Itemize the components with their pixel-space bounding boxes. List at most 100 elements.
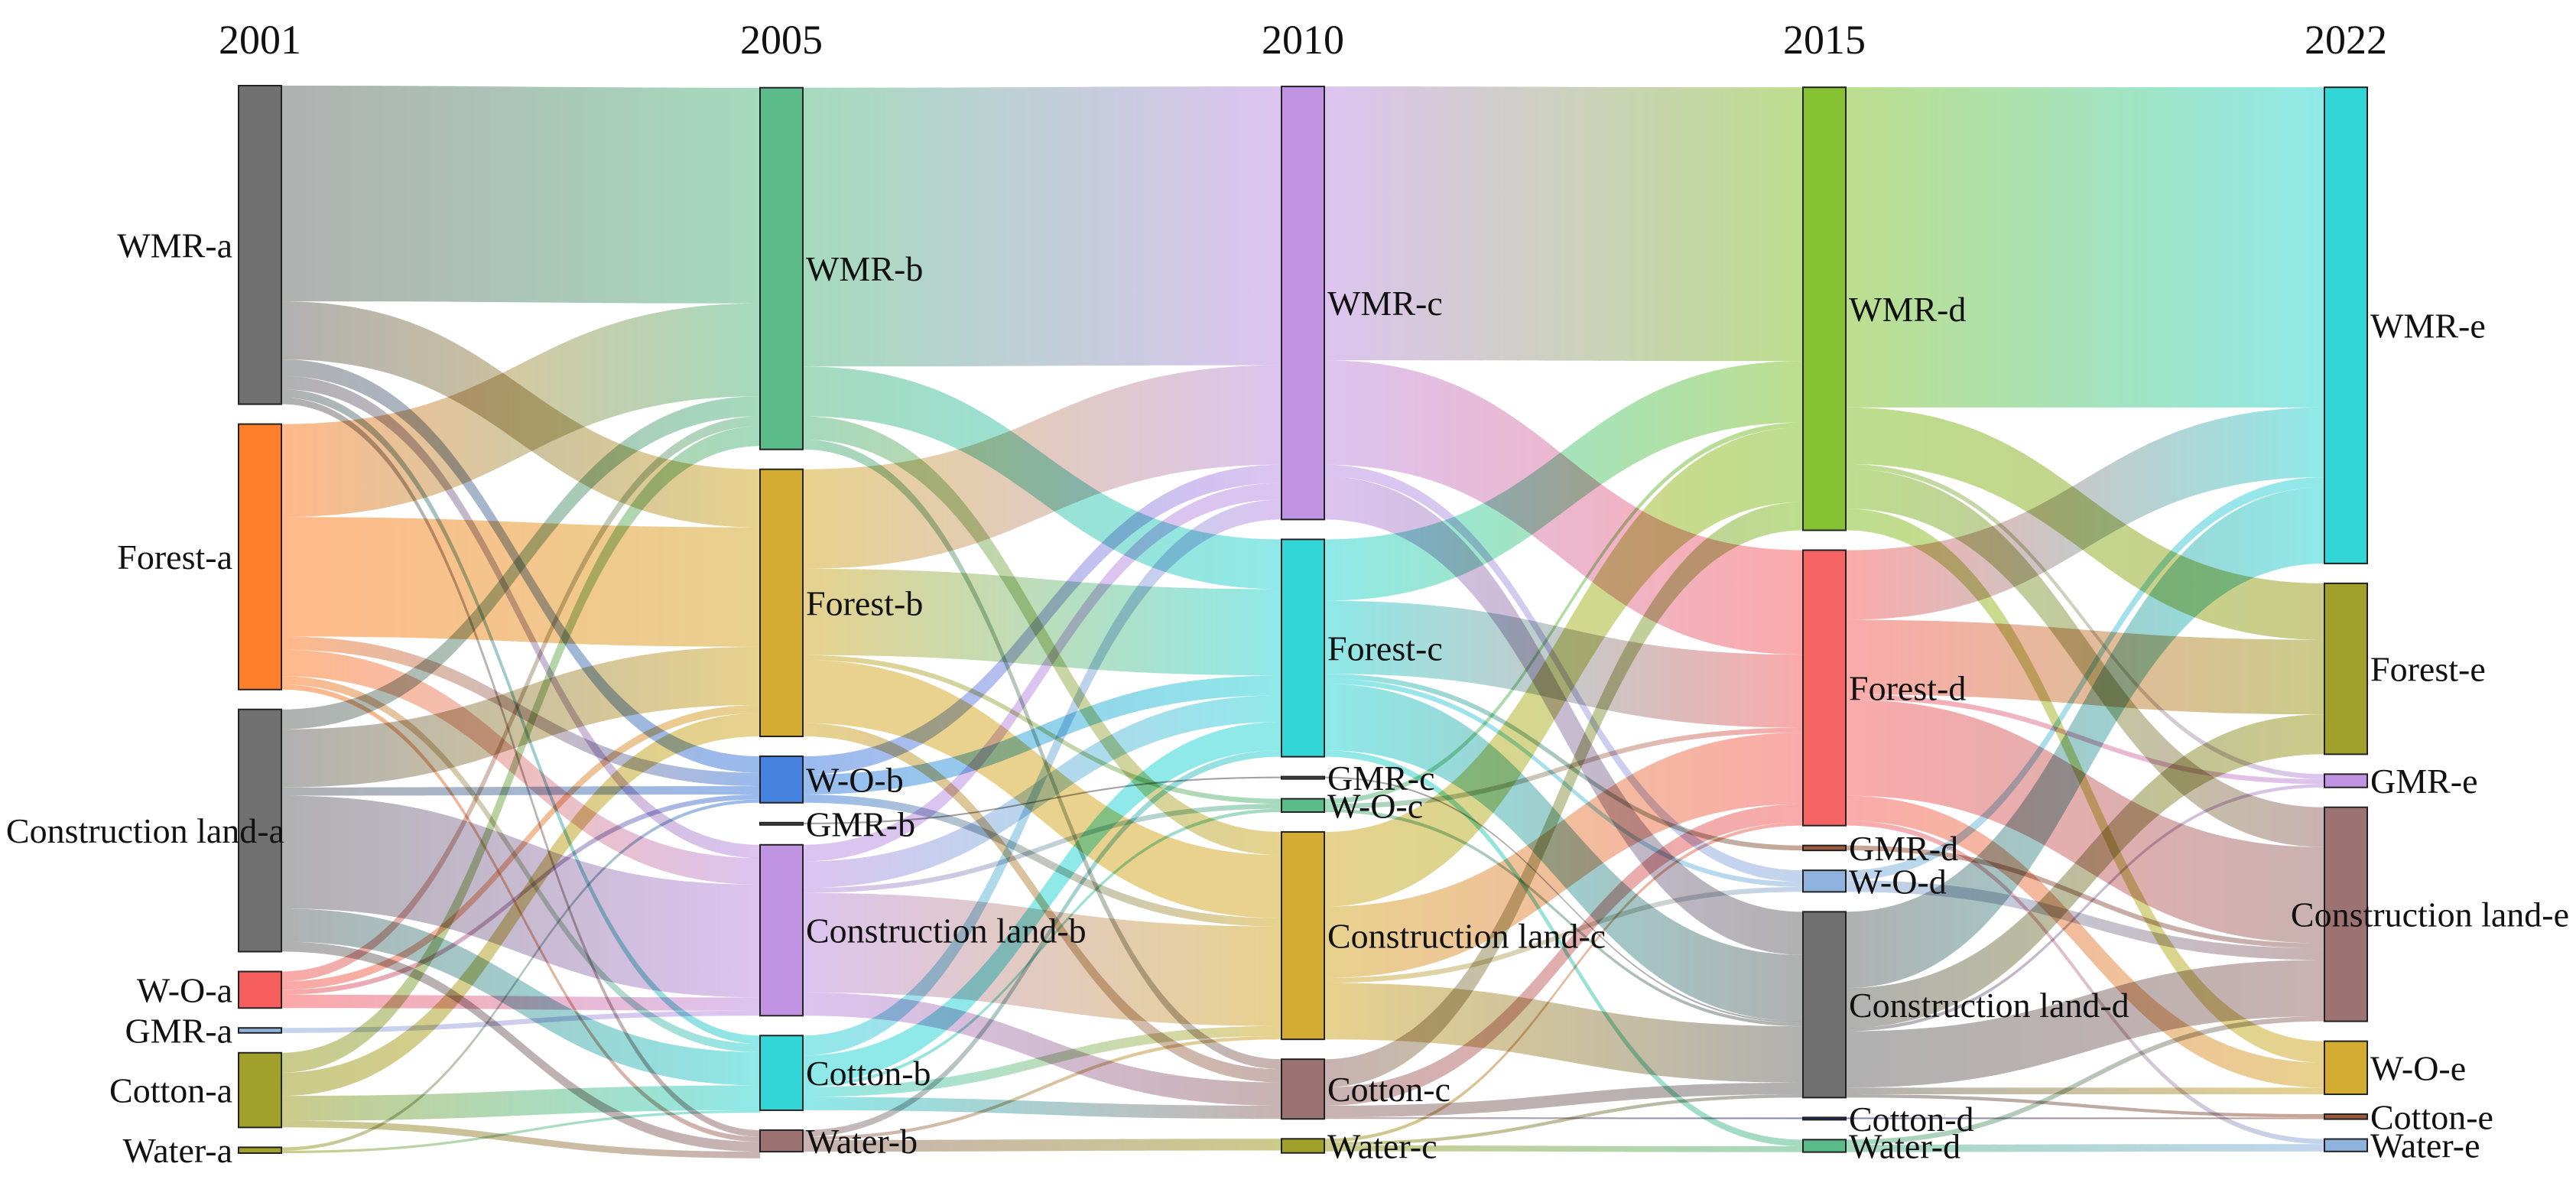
flow-Construction land-a-to-WMR-b [281,396,760,729]
label-GMR-a: GMR-a [125,1012,232,1051]
flow-Construction land-d-to-Forest-e [1846,714,2324,1028]
node-Forest-c [1281,538,1325,758]
flow-Forest-c-to-GMR-d [1324,674,1803,851]
flow-Construction land-d-to-GMR-e [1846,784,2324,1032]
flow-Construction land-a-to-Forest-b [281,646,760,788]
label-W-O-d: W-O-d [1849,862,1947,901]
node-Water-a [238,1146,282,1155]
flow-Forest-a-to-Construction land-b [281,649,760,885]
year-header-2005: 2005 [740,17,823,63]
label-WMR-d: WMR-d [1849,290,1966,329]
node-WMR-b [759,86,804,450]
label-Construction land-e: Construction land-e [2291,895,2569,934]
flow-W-O-d-to-Construction land-e [1846,880,2324,960]
label-WMR-c: WMR-c [1327,284,1443,323]
label-WMR-e: WMR-e [2370,307,2486,346]
node-WMR-c [1281,86,1325,521]
flow-WMR-b-to-WMR-c [803,86,1282,367]
label-Water-c: Water-c [1327,1127,1437,1166]
flow-Forest-d-to-Forest-e [1846,619,2324,715]
flow-WMR-c-to-Construction land-d [1324,476,1803,955]
flow-WMR-d-to-WMR-e [1846,87,2324,408]
node-W-O-d [1802,869,1847,893]
label-Construction land-b: Construction land-b [806,911,1087,950]
node-GMR-e [2324,773,2368,788]
label-WMR-b: WMR-b [806,249,923,288]
label-Water-b: Water-b [806,1122,918,1161]
flow-WMR-b-to-Cotton-c [803,439,1282,1070]
flow-Cotton-b-to-Cotton-c [803,1097,1282,1119]
node-Construction land-b [759,843,804,1017]
label-Construction land-a: Construction land-a [6,811,284,850]
flow-GMR-c-to-Construction land-d [1324,776,1803,1023]
node-Cotton-c [1281,1058,1325,1120]
flow-Forest-d-to-Water-e [1846,820,2324,1145]
flow-W-O-a-to-Construction land-b [281,994,760,1011]
flow-Construction land-a-to-W-O-b [281,786,760,796]
node-Water-c [1281,1138,1325,1154]
year-header-2010: 2010 [1262,17,1344,63]
flow-Water-c-to-Forest-d [1324,822,1803,1142]
node-Forest-b [759,468,804,738]
node-WMR-a [238,85,282,405]
flow-W-O-b-to-Forest-c [803,675,1282,794]
flow-W-O-c-to-Construction land-d [1324,808,1803,1027]
flow-Water-b-to-Water-c [803,1139,1282,1152]
flow-WMR-c-to-WMR-d [1324,86,1803,362]
flow-Water-d-to-Water-e [1846,1144,2324,1152]
label-W-O-b: W-O-b [806,760,904,799]
flow-Construction land-c-to-WMR-d [1324,427,1803,907]
flow-Cotton-b-to-WMR-c [803,499,1282,1056]
nodes-layer [238,85,2368,1155]
label-Forest-c: Forest-c [1327,629,1443,668]
year-header-2001: 2001 [219,17,301,63]
label-Construction land-c: Construction land-c [1327,917,1606,956]
label-Cotton-b: Cotton-b [806,1054,931,1093]
flow-Water-c-to-Water-d [1324,1145,1803,1152]
flow-Forest-d-to-Construction land-e [1846,699,2324,944]
flow-Cotton-b-to-W-O-c [803,808,1282,1087]
flow-Cotton-c-to-Forest-d [1324,804,1803,1106]
flow-Cotton-a-to-Water-b [281,1120,760,1158]
flow-W-O-c-to-WMR-d [1324,422,1803,804]
flow-W-O-c-to-Forest-d [1324,727,1803,809]
flow-Construction land-d-to-Construction land-e [1846,960,2324,1088]
flow-Cotton-d-to-Cotton-e [1846,1117,2324,1119]
node-Construction land-c [1281,830,1325,1041]
label-Cotton-a: Cotton-a [109,1071,232,1110]
flow-Water-d-to-Construction land-e [1846,1016,2324,1145]
flow-Construction land-b-to-Forest-c [803,695,1282,889]
label-Construction land-d: Construction land-d [1849,986,2129,1025]
node-Cotton-b [759,1035,804,1111]
label-GMR-c: GMR-c [1327,759,1435,798]
label-Forest-b: Forest-b [806,583,923,622]
label-Water-a: Water-a [123,1131,232,1170]
label-Cotton-c: Cotton-c [1327,1070,1450,1109]
flow-Cotton-c-to-Cotton-d [1324,1117,1803,1119]
node-Water-d [1802,1139,1847,1153]
label-Cotton-d: Cotton-d [1849,1100,1974,1139]
node-GMR-a [238,1027,282,1034]
label-Water-d: Water-d [1849,1127,1960,1166]
flow-Forest-b-to-WMR-c [803,365,1282,569]
flow-Water-b-to-Forest-c [803,749,1282,1137]
node-GMR-c [1281,775,1325,780]
flow-Construction land-c-to-Forest-d [1324,733,1803,978]
flow-Water-b-to-Construction land-c [803,1035,1282,1140]
flow-Construction land-b-to-W-O-c [803,804,1282,893]
flow-Forest-c-to-WMR-d [1324,361,1803,601]
flow-Construction land-c-to-W-O-d [1324,886,1803,983]
node-Cotton-e [2324,1113,2368,1120]
node-GMR-d [1802,844,1847,852]
flow-Construction land-d-to-Cotton-e [1846,1094,2324,1118]
flow-Water-a-to-W-O-b [281,799,760,1151]
year-header-2015: 2015 [1783,17,1866,63]
node-Forest-d [1802,549,1847,827]
node-W-O-c [1281,798,1325,813]
node-Cotton-a [238,1051,282,1129]
flow-W-O-b-to-WMR-c [803,464,1282,775]
node-WMR-e [2324,86,2368,564]
flow-WMR-d-to-GMR-e [1846,463,2324,779]
flow-Cotton-b-to-Construction land-c [803,1025,1282,1097]
flow-WMR-a-to-WMR-b [281,86,760,304]
